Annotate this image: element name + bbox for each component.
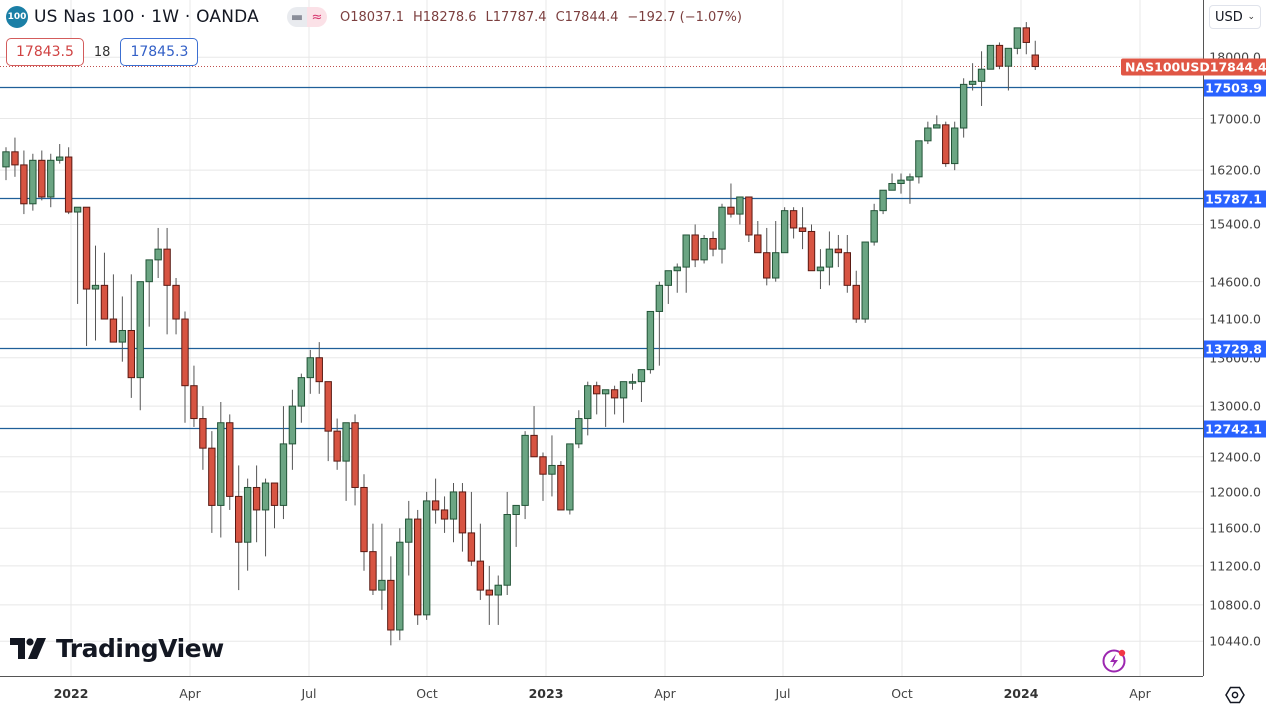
time-tick: Oct [416, 686, 438, 701]
time-tick: Apr [1129, 686, 1151, 701]
time-tick: Jul [301, 686, 317, 701]
chart-settings-button[interactable] [1204, 677, 1266, 712]
level-price-label: 13729.8 [1204, 340, 1266, 357]
time-axis[interactable]: 2022 Apr Jul Oct 2023 Apr Jul Oct 2024 Apr [0, 676, 1203, 713]
symbol-header: 100 US Nas 100 · 1W · OANDA ▬ ≈ [6, 6, 327, 28]
open-value: O18037.1 [340, 10, 404, 25]
price-tick: 12400.0 [1209, 449, 1261, 465]
price-tick: 15400.0 [1209, 216, 1261, 232]
price-tick: 11600.0 [1209, 520, 1261, 536]
time-tick: Apr [179, 686, 201, 701]
current-price-label: NAS100USD 17844.4 [1121, 58, 1266, 76]
currency-select[interactable]: USD ⌄ [1209, 5, 1261, 29]
price-tick: 10440.0 [1209, 633, 1261, 649]
change-value: −192.7 (−1.07%) [627, 10, 742, 25]
symbol-title[interactable]: US Nas 100 · 1W · OANDA [34, 7, 259, 27]
logo-text: TradingView [56, 634, 224, 663]
high-value: H18278.6 [413, 10, 477, 25]
tradingview-logo[interactable]: TradingView [10, 634, 224, 663]
buy-button[interactable]: 17845.3 [120, 38, 199, 66]
time-tick: Apr [654, 686, 676, 701]
price-label-value: 17844.4 [1209, 59, 1266, 75]
price-tick: 10800.0 [1209, 597, 1261, 613]
chart-plot-area[interactable] [0, 0, 1203, 676]
level-price-label: 15787.1 [1204, 190, 1266, 207]
currency-value: USD [1215, 9, 1243, 25]
time-tick: 2023 [528, 686, 564, 701]
ohlc-values: O18037.1 H18278.6 L17787.4 C17844.4 −192… [340, 10, 742, 25]
close-value: C17844.4 [555, 10, 619, 25]
price-tick: 12000.0 [1209, 484, 1261, 500]
wave-icon[interactable]: ≈ [306, 7, 327, 27]
price-tick: 17000.0 [1209, 111, 1261, 126]
price-label-symbol: NAS100USD [1125, 59, 1210, 75]
price-tick: 14100.0 [1209, 311, 1261, 327]
time-tick: Jul [775, 686, 791, 701]
price-tick: 14600.0 [1209, 274, 1261, 290]
trade-buttons: 17843.5 18 17845.3 [6, 38, 199, 66]
price-axis[interactable]: 18000.017000.016200.015400.014600.014100… [1203, 0, 1266, 676]
candlestick-chart [0, 0, 1203, 676]
level-price-label: 17503.9 [1204, 79, 1266, 96]
settings-hexagon-icon [1225, 686, 1245, 703]
spread-value: 18 [93, 44, 111, 60]
tradingview-mark-icon [10, 637, 46, 659]
price-tick: 13000.0 [1209, 398, 1261, 414]
minus-icon[interactable]: ▬ [286, 7, 307, 27]
time-tick: 2024 [1003, 686, 1039, 701]
price-tick: 16200.0 [1209, 162, 1261, 178]
price-tick: 11200.0 [1209, 558, 1261, 574]
lightning-alert-icon[interactable] [1101, 647, 1126, 673]
time-tick: 2022 [53, 686, 89, 701]
low-value: L17787.4 [485, 10, 547, 25]
indicator-toggle[interactable]: ▬ ≈ [286, 7, 327, 27]
level-price-label: 12742.1 [1204, 420, 1266, 437]
time-tick: Oct [891, 686, 913, 701]
sell-button[interactable]: 17843.5 [6, 38, 84, 66]
chevron-down-icon: ⌄ [1247, 12, 1255, 22]
symbol-logo-icon[interactable]: 100 [6, 6, 28, 28]
